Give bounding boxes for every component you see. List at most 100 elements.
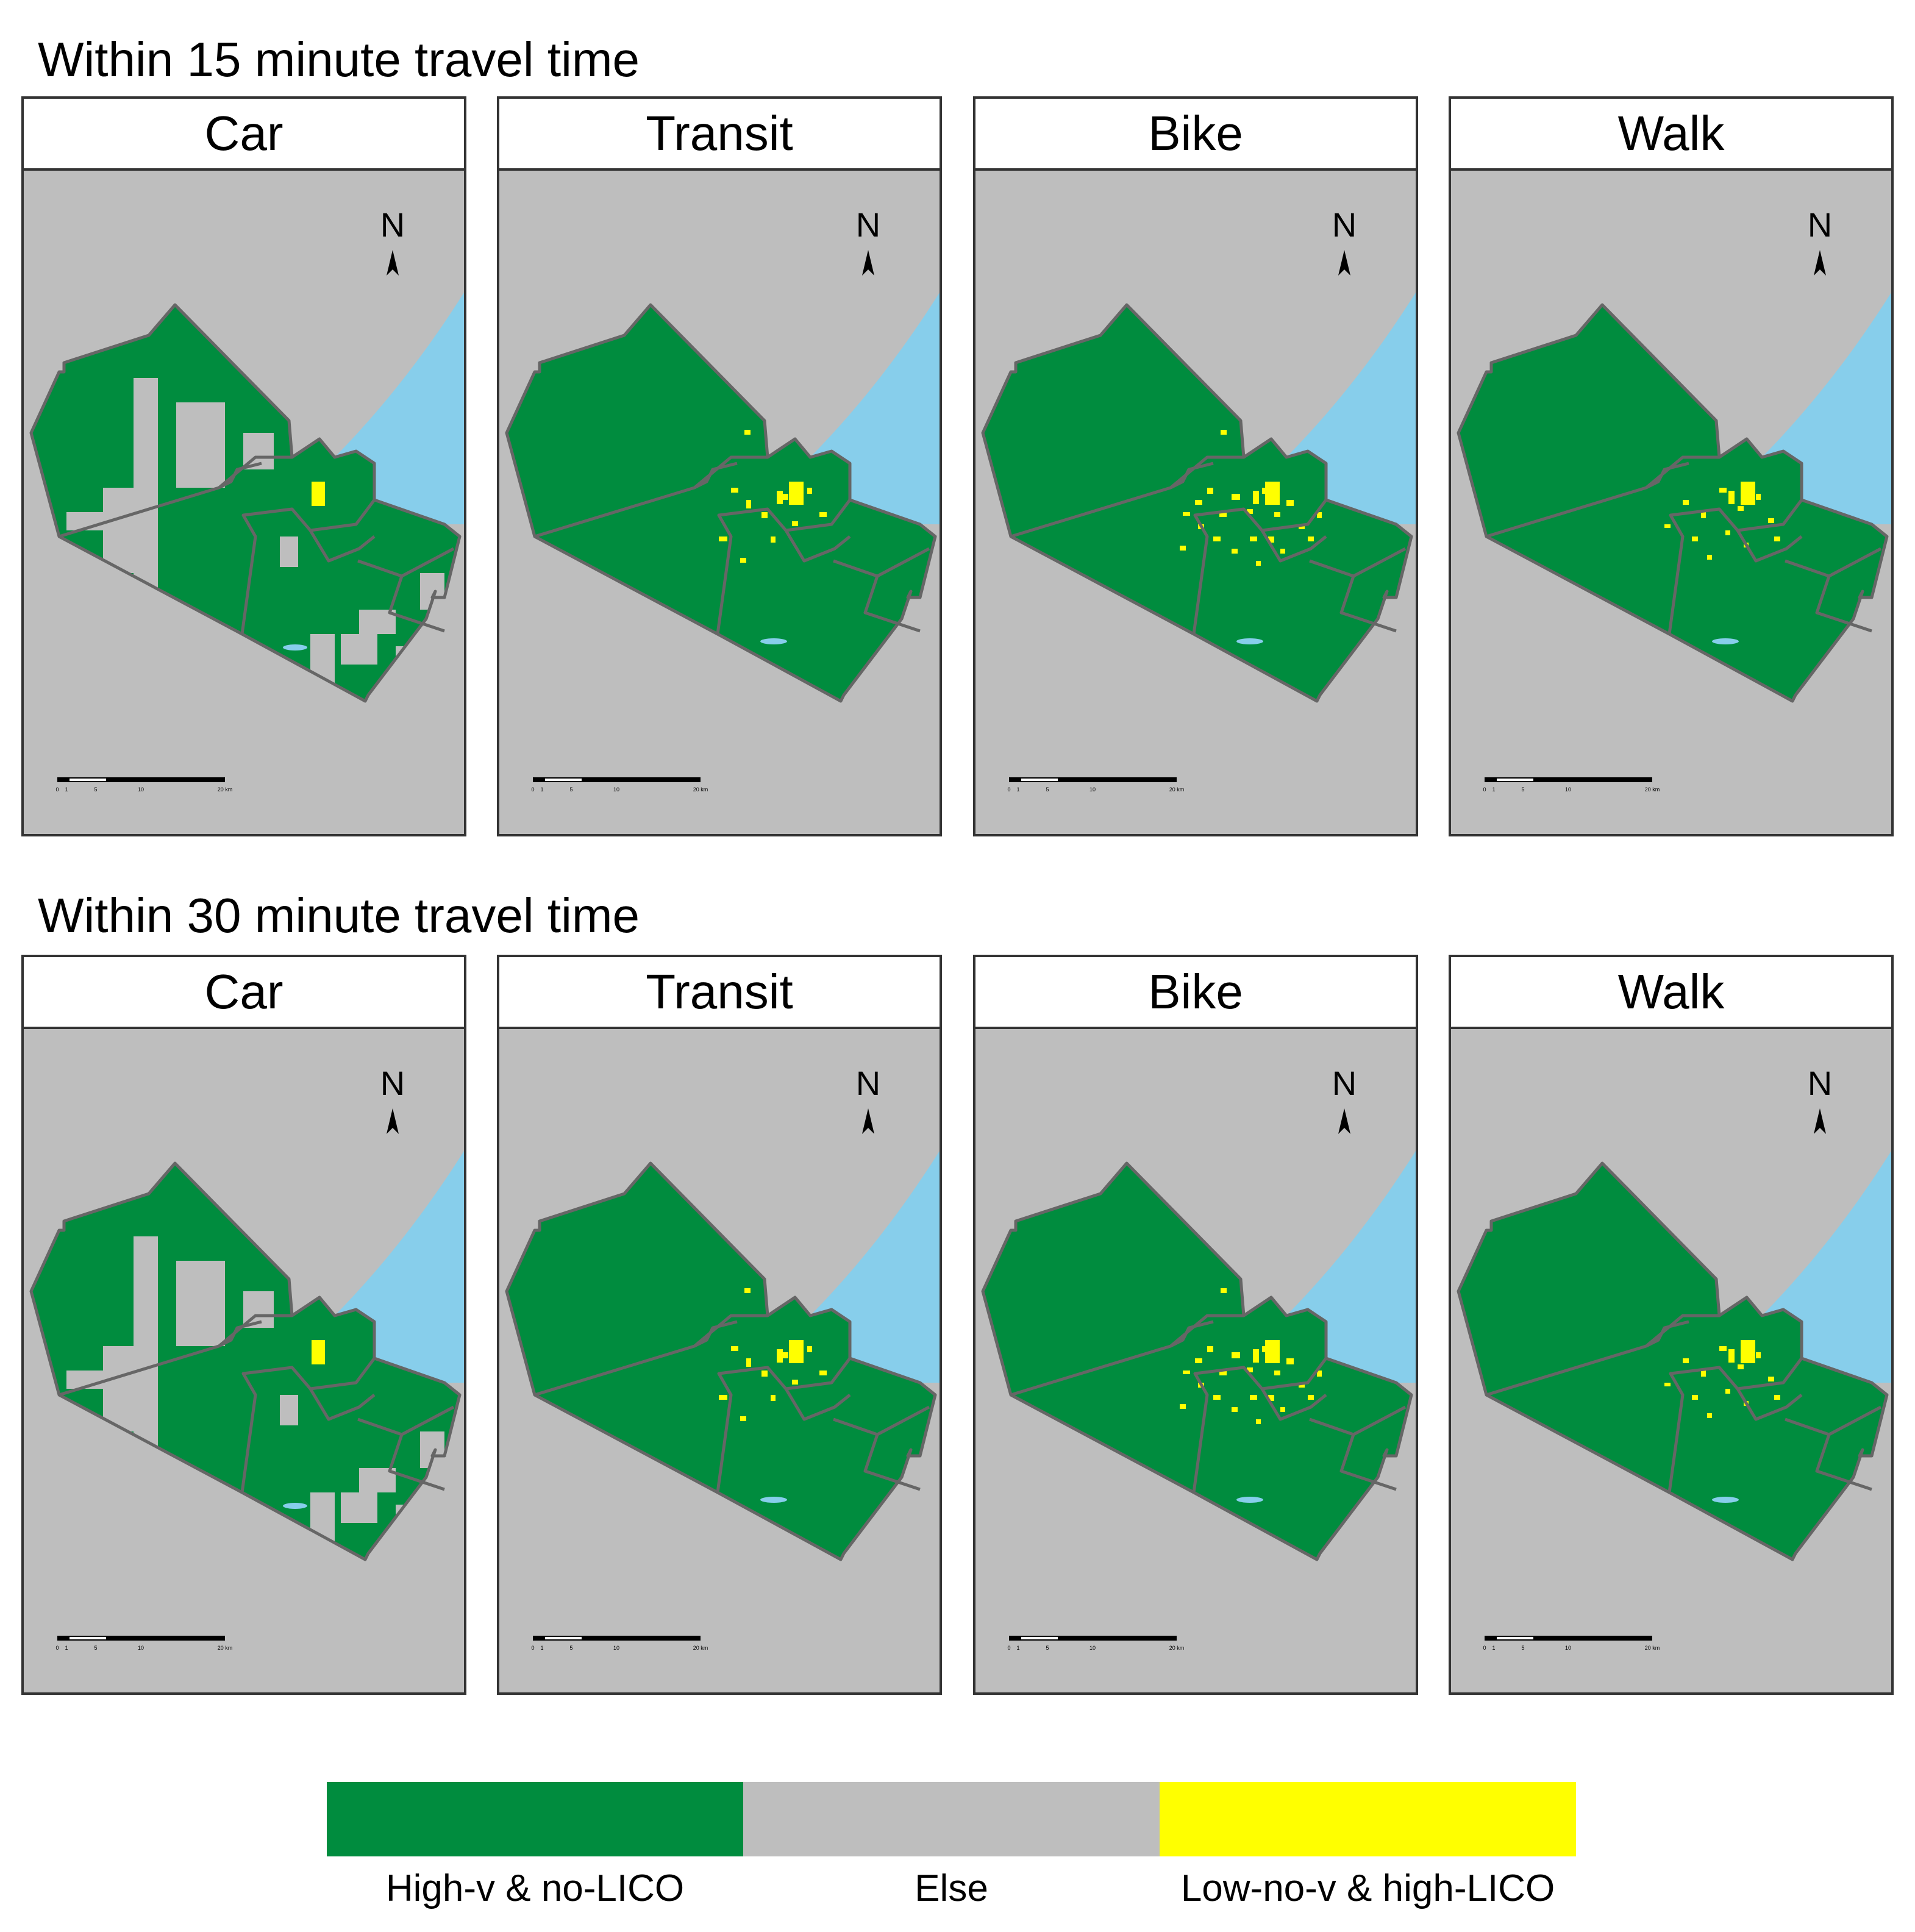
scale-label: 5 [569, 1645, 572, 1651]
scale-label: 0 [1483, 1645, 1486, 1651]
lico-zone [719, 1395, 727, 1400]
scale-label: 0 [1007, 786, 1010, 793]
north-arrow-icon [1338, 1108, 1350, 1134]
lico-zone [312, 1340, 325, 1364]
facet-label-transit: Transit [497, 96, 942, 171]
lico-zone [1308, 1395, 1314, 1400]
lico-zone [1247, 509, 1253, 514]
region-boundary [505, 1161, 937, 1561]
district-boundary [1192, 1357, 1327, 1493]
lico-zone [780, 494, 788, 500]
lico-zone [1707, 555, 1712, 560]
north-arrow-icon [1814, 1108, 1826, 1134]
scale-label: 20 km [1169, 786, 1185, 793]
map-svg: N 0 1 5 10 20 km [1451, 1029, 1891, 1692]
scale-bar [1485, 1636, 1652, 1641]
north-arrow-label: N [380, 1064, 405, 1102]
lico-zone [1213, 1395, 1221, 1400]
district-boundary [1736, 1388, 1803, 1421]
lico-zone [1232, 549, 1238, 554]
lico-zone [780, 1352, 788, 1358]
lico-zone [1262, 488, 1269, 494]
scale-label: 20 km [218, 786, 233, 793]
north-arrow-label: N [1808, 1064, 1832, 1102]
small-lake [1712, 1497, 1739, 1503]
map-30-transit: N 0 1 5 10 20 km [497, 1027, 942, 1695]
facet-label-walk: Walk [1449, 955, 1894, 1029]
district-boundary [1645, 462, 1689, 490]
lico-zone [1308, 536, 1314, 541]
else-zone [103, 1346, 146, 1431]
lico-zone [1221, 430, 1227, 435]
lico-zone [1701, 512, 1706, 518]
lico-zone [761, 1371, 768, 1377]
scale-label: 1 [540, 786, 543, 793]
district-boundary [308, 529, 376, 563]
facet-label-car: Car [21, 96, 466, 171]
district-boundary [1169, 462, 1214, 490]
lico-zone [1268, 536, 1274, 543]
lico-zone [740, 1416, 746, 1421]
lico-zone [1232, 1352, 1240, 1358]
lico-zone [1250, 536, 1257, 541]
lico-zone [792, 1380, 798, 1385]
scale-label: 1 [1492, 1645, 1495, 1651]
lico-zone [1317, 512, 1322, 518]
scale-label: 5 [94, 786, 97, 793]
lico-zone [1774, 1395, 1780, 1400]
scale-bar [1009, 777, 1177, 782]
lico-zone [789, 482, 804, 505]
scale-bar-segment [1021, 1637, 1058, 1639]
lico-zone [1756, 494, 1761, 500]
facet-label-bike: Bike [973, 955, 1418, 1029]
small-lake [760, 638, 787, 644]
small-lake [1712, 638, 1739, 644]
map-svg: N 0 1 5 10 20 km [1451, 171, 1891, 834]
lico-zone [1183, 1371, 1190, 1374]
lico-zone [1280, 549, 1285, 554]
lico-zone [771, 1395, 776, 1401]
scale-bar [57, 777, 225, 782]
district-boundary [1260, 1388, 1327, 1421]
scale-label: 1 [65, 1645, 68, 1651]
scale-label: 5 [1046, 786, 1049, 793]
lico-zone [1692, 536, 1698, 541]
lake-water [1756, 293, 1891, 524]
scale-bar-segment [545, 1637, 582, 1639]
scale-label: 1 [65, 786, 68, 793]
scale-bar-segment [70, 779, 106, 781]
lico-zone [1221, 1288, 1227, 1293]
map-15-walk: N 0 1 5 10 20 km [1449, 168, 1894, 836]
district-boundary [1169, 1320, 1214, 1348]
facet-label-bike: Bike [973, 96, 1418, 171]
facet-label-walk: Walk [1449, 96, 1894, 171]
lico-zone [1683, 500, 1689, 505]
map-15-bike: N 0 1 5 10 20 km [973, 168, 1418, 836]
panel-30-car: Car N 0 1 5 10 20 km [21, 955, 466, 1695]
lico-zone [1756, 1352, 1761, 1358]
district-boundary [693, 1320, 738, 1348]
region-boundary [29, 1161, 462, 1561]
district-boundary [240, 1357, 376, 1493]
lico-zone [761, 512, 768, 518]
scale-bar-segment [70, 1637, 106, 1639]
region-fill [1458, 305, 1887, 701]
panel-15-transit: Transit N 0 1 5 10 20 km [497, 96, 942, 836]
region-boundary [1457, 303, 1889, 703]
else-zone [201, 695, 231, 738]
district-boundary [218, 462, 262, 490]
district-boundary [388, 1434, 445, 1491]
panel-30-bike: Bike N 0 1 5 10 20 km [973, 955, 1418, 1695]
north-arrow-label: N [1332, 1064, 1357, 1102]
else-zone [396, 646, 426, 701]
map-svg: N 0 1 5 10 20 km [499, 171, 940, 834]
lico-zone [1741, 1340, 1755, 1363]
scale-bar [57, 1636, 225, 1641]
scale-label: 1 [1016, 786, 1019, 793]
district-boundary [1260, 529, 1327, 563]
lico-zone [1219, 1371, 1227, 1375]
district-boundary [1815, 576, 1872, 633]
region-boundary [981, 303, 1413, 703]
lico-zone [1317, 1371, 1322, 1377]
scale-label: 20 km [1645, 786, 1660, 793]
